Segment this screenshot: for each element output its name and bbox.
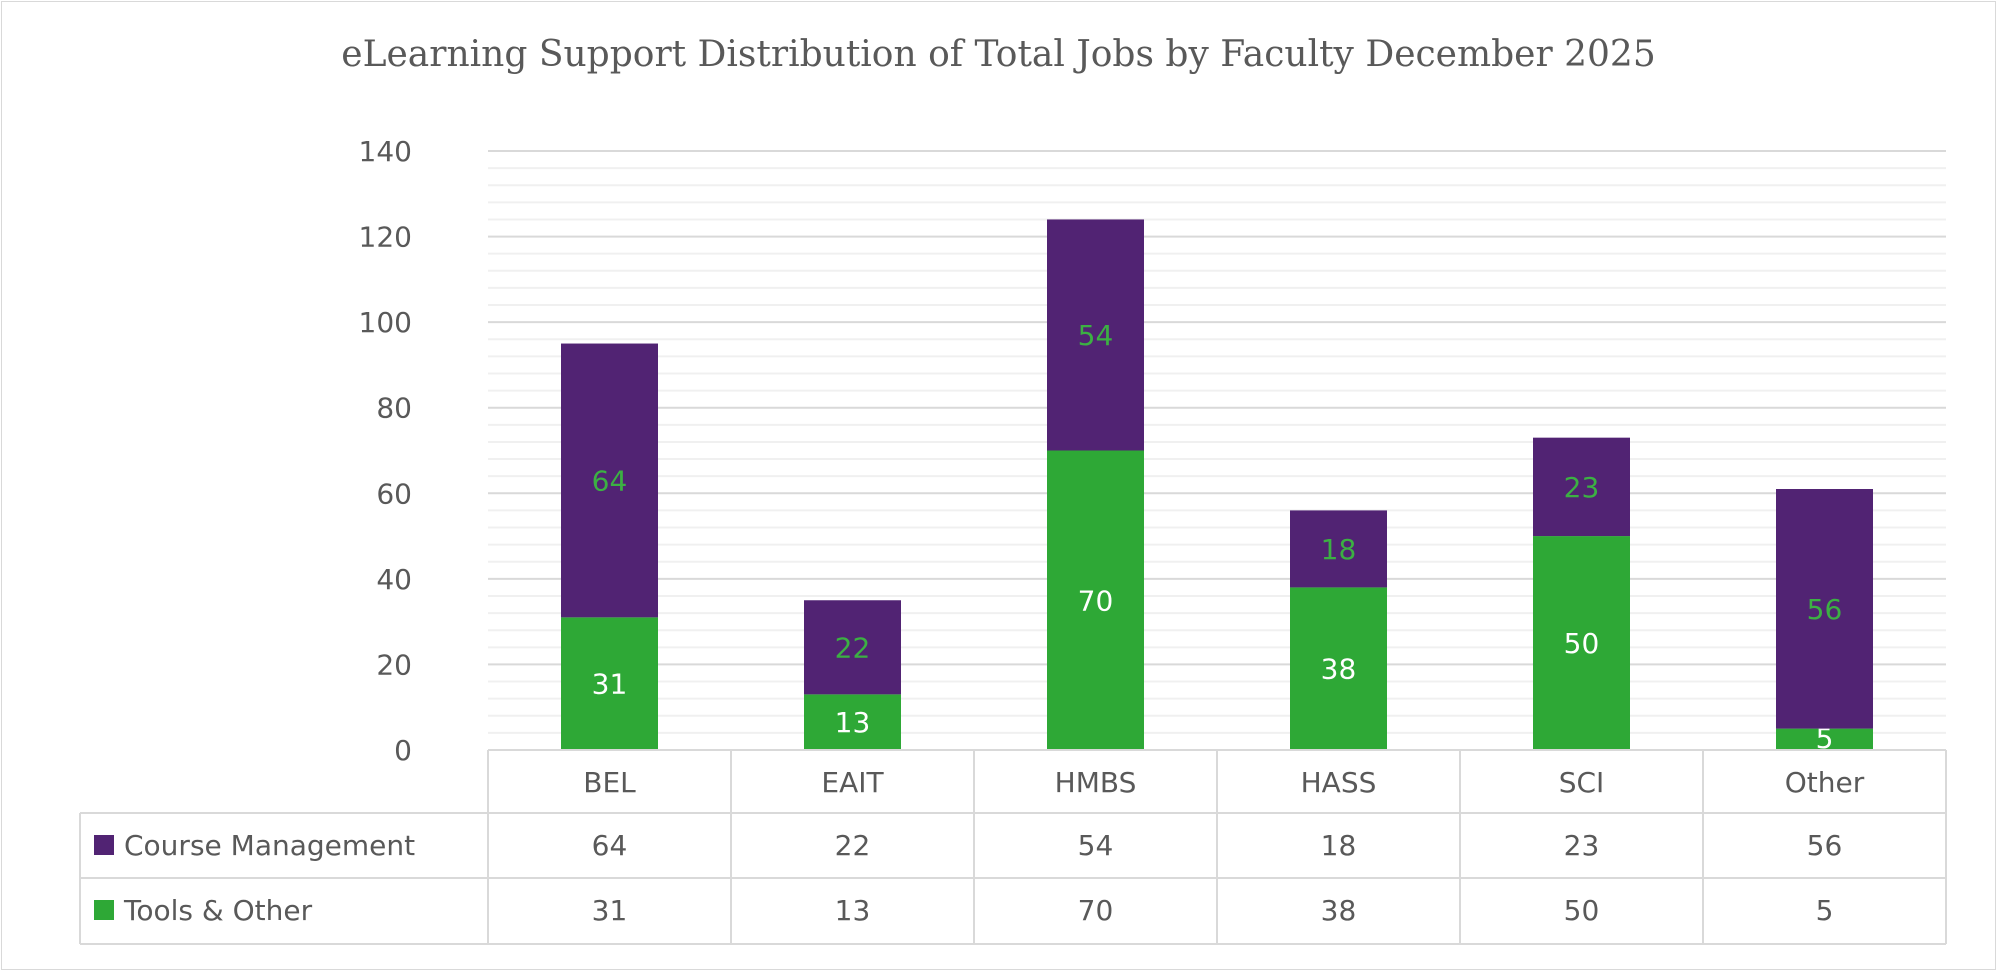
x-category-label: Other [1785,766,1865,799]
bar-tools-other-bel [561,617,658,750]
legend-label: Tools & Other [123,894,313,927]
bar-course-management-eait [804,600,901,695]
table-cell: 54 [1078,829,1114,862]
data-label: 13 [835,706,871,739]
table-cell: 18 [1321,829,1357,862]
data-label: 18 [1321,533,1357,566]
table-cell: 64 [592,829,628,862]
table-cell: 5 [1816,894,1834,927]
table-cell: 31 [592,894,628,927]
table-cell: 22 [835,829,871,862]
y-tick-label: 80 [376,392,412,425]
data-label: 54 [1078,319,1114,352]
data-label: 70 [1078,584,1114,617]
x-category-label: EAIT [821,766,884,799]
y-tick-label: 120 [359,221,412,254]
legend-key [94,900,114,920]
chart-title: eLearning Support Distribution of Total … [341,34,1656,75]
data-label: 56 [1807,593,1843,626]
data-label: 31 [592,668,628,701]
bar-tools-other-hass [1290,587,1387,750]
x-category-label: BEL [583,766,636,799]
table-cell: 70 [1078,894,1114,927]
x-category-label: HASS [1301,766,1377,799]
data-label: 23 [1564,471,1600,504]
bar-tools-other-other [1776,728,1873,750]
legend-label: Course Management [124,829,415,862]
legend-key [94,835,114,855]
bar-tools-other-sci [1533,536,1630,750]
data-label: 64 [592,464,628,497]
y-tick-label: 140 [359,135,412,168]
bar-course-management-other [1776,489,1873,729]
x-category-label: SCI [1559,766,1605,799]
y-tick-label: 40 [376,563,412,596]
y-tick-label: 60 [376,477,412,510]
y-tick-label: 20 [376,648,412,681]
x-category-label: HMBS [1055,766,1137,799]
table-cell: 56 [1807,829,1843,862]
bar-course-management-bel [561,343,658,618]
data-label: 5 [1816,722,1834,755]
data-label: 38 [1321,653,1357,686]
bar-course-management-sci [1533,437,1630,537]
table-cell: 50 [1564,894,1600,927]
data-label: 50 [1564,627,1600,660]
data-label: 22 [835,631,871,664]
table-cell: 13 [835,894,871,927]
bar-tools-other-hmbs [1047,450,1144,750]
y-tick-label: 0 [394,734,412,767]
bar-course-management-hass [1290,510,1387,588]
table-cell: 23 [1564,829,1600,862]
y-tick-label: 100 [359,306,412,339]
bar-course-management-hmbs [1047,219,1144,451]
bar-tools-other-eait [804,694,901,750]
table-cell: 38 [1321,894,1357,927]
